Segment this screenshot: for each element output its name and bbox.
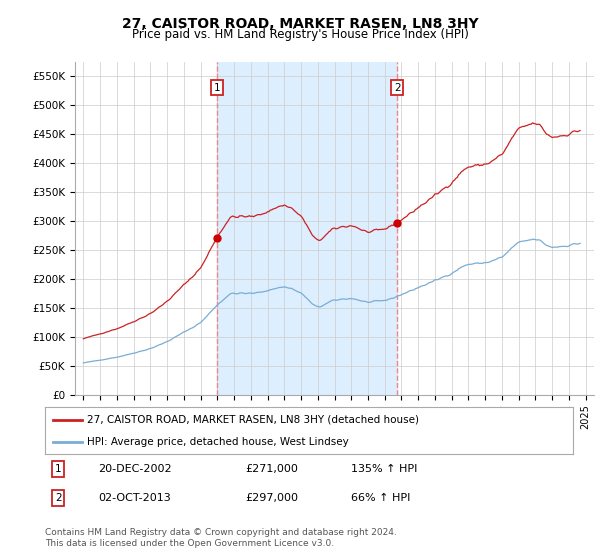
Text: 135% ↑ HPI: 135% ↑ HPI xyxy=(351,464,418,474)
Text: 2: 2 xyxy=(55,493,62,503)
Text: 02-OCT-2013: 02-OCT-2013 xyxy=(98,493,170,503)
Text: 27, CAISTOR ROAD, MARKET RASEN, LN8 3HY (detached house): 27, CAISTOR ROAD, MARKET RASEN, LN8 3HY … xyxy=(87,414,419,424)
Bar xyxy=(217,62,397,395)
Text: HPI: Average price, detached house, West Lindsey: HPI: Average price, detached house, West… xyxy=(87,437,349,447)
Text: £297,000: £297,000 xyxy=(245,493,299,503)
Text: 27, CAISTOR ROAD, MARKET RASEN, LN8 3HY: 27, CAISTOR ROAD, MARKET RASEN, LN8 3HY xyxy=(122,17,478,31)
Text: 20-DEC-2002: 20-DEC-2002 xyxy=(98,464,172,474)
Text: 66% ↑ HPI: 66% ↑ HPI xyxy=(351,493,410,503)
Text: 1: 1 xyxy=(214,83,220,92)
Text: Price paid vs. HM Land Registry's House Price Index (HPI): Price paid vs. HM Land Registry's House … xyxy=(131,28,469,41)
Text: 1: 1 xyxy=(55,464,62,474)
Text: Contains HM Land Registry data © Crown copyright and database right 2024.: Contains HM Land Registry data © Crown c… xyxy=(45,528,397,536)
Text: 2: 2 xyxy=(394,83,401,92)
Text: £271,000: £271,000 xyxy=(245,464,299,474)
Text: This data is licensed under the Open Government Licence v3.0.: This data is licensed under the Open Gov… xyxy=(45,539,334,548)
